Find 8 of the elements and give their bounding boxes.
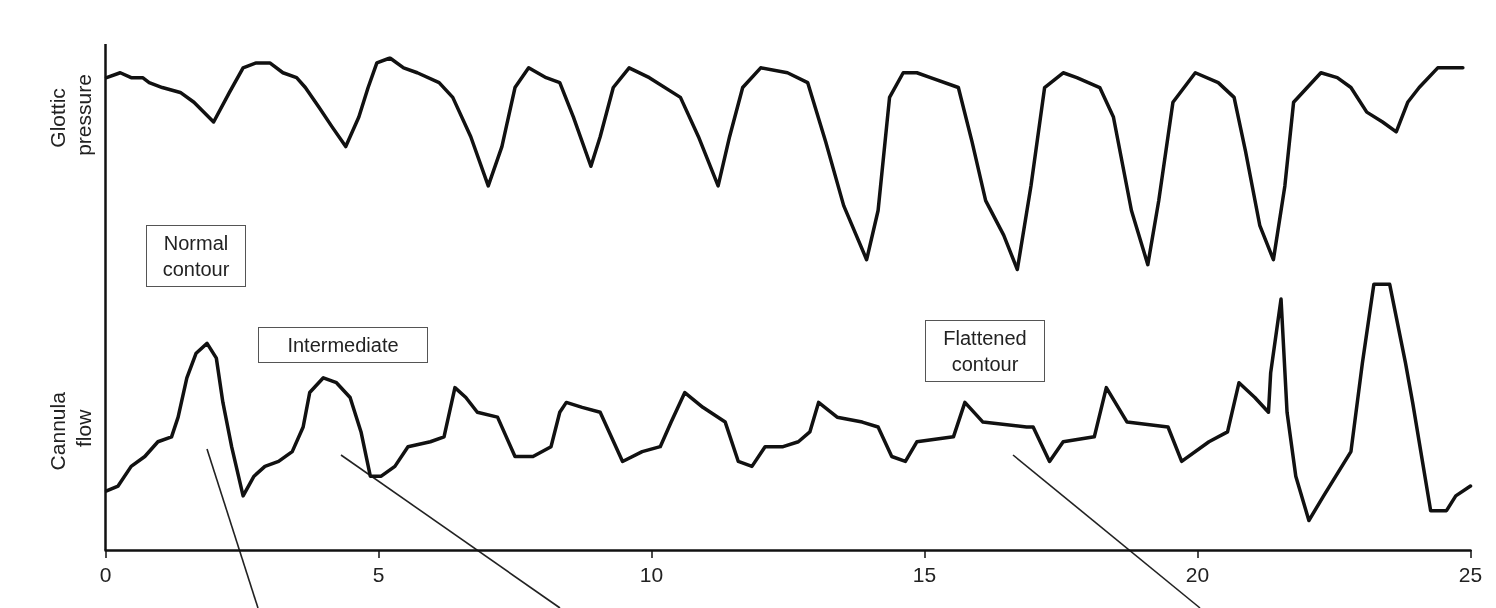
x-tick-label: 25 [1458, 563, 1483, 586]
x-tick-label: 10 [639, 563, 664, 586]
x-tick-label: 0 [99, 563, 112, 586]
text: Cannula flow [45, 386, 95, 471]
x-tick-label: 15 [912, 563, 937, 586]
x-tick-label: 5 [372, 563, 385, 586]
text: Glottic pressure [45, 74, 95, 156]
x-tick-label: 20 [1185, 563, 1210, 586]
